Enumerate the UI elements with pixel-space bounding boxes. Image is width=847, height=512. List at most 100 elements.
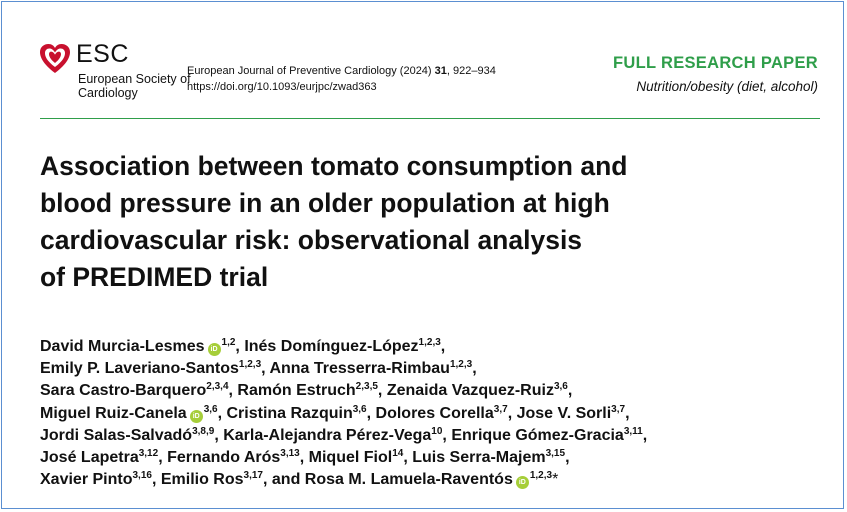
title-line: cardiovascular risk: observational analy… — [40, 225, 583, 255]
author: Anna Tresserra-Rimbau1,2,3 — [269, 359, 473, 378]
author: Fernando Arós3,13 — [167, 448, 300, 467]
affiliation-marker: 3,6 — [203, 403, 218, 415]
author-separator: , — [235, 338, 245, 355]
affiliation-marker: 3,17 — [243, 470, 263, 482]
author: Karla-Alejandra Pérez-Vega10 — [223, 425, 443, 444]
journal-citation: European Journal of Preventive Cardiolog… — [187, 63, 496, 95]
author-separator: , — [151, 471, 161, 489]
author-separator: , — [567, 382, 573, 400]
affiliation-marker: 3,15 — [545, 448, 566, 460]
author: Emilio Ros3,17 — [160, 470, 263, 489]
affiliation-marker: 3,7 — [493, 403, 508, 415]
affiliation-marker: 3,12 — [138, 448, 159, 460]
author-line: Miguel Ruiz-Canela iD3,6, Cristina Razqui… — [40, 403, 830, 425]
author: Luis Serra-Majem3,15 — [412, 448, 566, 467]
author: Jordi Salas-Salvadó3,8,9 — [40, 425, 215, 444]
affiliation-marker: 2,3,5 — [355, 381, 378, 393]
affiliation-marker: 1,2,3 — [529, 470, 553, 482]
author-name: Sara Castro-Barquero — [40, 382, 207, 400]
affiliation-marker: 3,13 — [280, 448, 300, 460]
affiliation-marker: 3,6 — [553, 381, 568, 393]
author-name: Anna Tresserra-Rimbau — [269, 360, 450, 378]
affiliation-marker: 1,2,3 — [418, 337, 441, 348]
header-divider — [40, 118, 820, 119]
author-separator: , — [261, 360, 270, 378]
author-separator: , — [158, 449, 168, 467]
title-line: blood pressure in an older population at… — [40, 188, 610, 218]
author-name: Emilio Ros — [160, 471, 244, 489]
author-name: Jordi Salas-Salvadó — [40, 426, 193, 444]
author-separator: , — [299, 449, 309, 467]
author: Inés Domínguez-López1,2,3 — [244, 337, 441, 356]
author: Zenaida Vazquez-Ruiz3,6 — [386, 381, 568, 400]
journal-volume: 31 — [434, 65, 447, 77]
affiliation-marker: 10 — [431, 425, 443, 437]
author-name: Dolores Corella — [375, 404, 494, 422]
affiliation-marker: 3,11 — [623, 425, 643, 437]
author: Dolores Corella3,7 — [375, 403, 508, 422]
affiliation-marker: 14 — [392, 448, 404, 460]
author: José Lapetra3,12 — [40, 448, 159, 467]
esc-wordmark: ESC — [76, 40, 129, 68]
orcid-icon[interactable]: iD — [207, 343, 221, 356]
author-name: Fernando Arós — [167, 449, 281, 467]
affiliation-marker: 1,2,3 — [238, 359, 262, 371]
author-separator: , and — [263, 471, 305, 489]
corresponding-author-marker: * — [552, 471, 559, 489]
author-separator: , — [472, 360, 477, 378]
author-separator: , — [565, 449, 570, 467]
author-name: José Lapetra — [40, 449, 139, 467]
author-name: David Murcia-Lesmes — [40, 338, 205, 355]
affiliation-marker: 3,6 — [352, 403, 367, 415]
orcid-icon[interactable]: iD — [189, 409, 203, 423]
author: Jose V. Sorli3,7 — [516, 403, 626, 422]
author: Miquel Fiol14 — [309, 448, 404, 467]
section-subject: Nutrition/obesity (diet, alcohol) — [636, 79, 818, 94]
author-name: Rosa M. Lamuela-Raventós — [304, 471, 513, 489]
author-name: Ramón Estruch — [237, 382, 356, 400]
affiliation-marker: 3,8,9 — [192, 425, 215, 437]
author-name: Luis Serra-Majem — [412, 449, 546, 467]
affiliation-marker: 3,16 — [132, 470, 152, 482]
author: Miguel Ruiz-Canela iD3,6 — [40, 403, 218, 423]
author-name: Karla-Alejandra Pérez-Vega — [223, 426, 432, 444]
author-name: Xavier Pinto — [40, 471, 133, 489]
author: Enrique Gómez-Gracia3,11 — [451, 425, 643, 444]
author-separator: , — [228, 382, 238, 400]
paper-type: FULL RESEARCH PAPER — [613, 54, 818, 72]
orcid-icon[interactable]: iD — [515, 476, 529, 490]
affiliation-marker: 3,7 — [611, 403, 626, 415]
author-name: Inés Domínguez-López — [244, 338, 419, 355]
author-separator: , — [442, 426, 452, 444]
author-name: Enrique Gómez-Gracia — [451, 426, 624, 444]
author-separator: , — [403, 449, 413, 467]
author: Rosa M. Lamuela-Raventós iD1,2,3* — [304, 470, 559, 490]
affiliation-marker: 2,3,4 — [206, 381, 229, 393]
author-line: Emily P. Laveriano-Santos1,2,3, Anna Tre… — [40, 358, 830, 380]
author-separator: , — [377, 382, 387, 400]
title-line: of PREDIMED trial — [40, 262, 269, 292]
author: Cristina Razquin3,6 — [226, 403, 367, 422]
journal-line: European Journal of Preventive Cardiolog… — [187, 63, 496, 79]
author: Xavier Pinto3,16 — [40, 470, 152, 489]
author-line: Xavier Pinto3,16, Emilio Ros3,17, and Ro… — [40, 469, 830, 491]
author-separator: , — [625, 404, 630, 422]
author: Sara Castro-Barquero2,3,4 — [40, 381, 229, 400]
author-line: José Lapetra3,12, Fernando Arós3,13, Miq… — [40, 447, 830, 469]
author-separator: , — [366, 404, 376, 422]
affiliation-marker: 1,2,3 — [449, 359, 473, 371]
society-name: European Society of Cardiology — [78, 72, 191, 100]
author-name: Zenaida Vazquez-Ruiz — [386, 382, 554, 400]
author-separator: , — [440, 338, 446, 355]
journal-pages: , 922–934 — [446, 65, 496, 77]
author-separator: , — [642, 426, 648, 444]
author-name: Jose V. Sorli — [516, 404, 612, 422]
author-line: Sara Castro-Barquero2,3,4, Ramón Estruch… — [40, 380, 830, 402]
author-separator: , — [507, 404, 517, 422]
author-separator: , — [217, 404, 227, 422]
title-line: Association between tomato consumption a… — [40, 151, 628, 181]
doi-link[interactable]: https://doi.org/10.1093/eurjpc/zwad363 — [187, 81, 377, 93]
author-line: Jordi Salas-Salvadó3,8,9, Karla-Alejandr… — [40, 425, 830, 447]
journal-name: European Journal of Preventive Cardiolog… — [187, 65, 432, 77]
